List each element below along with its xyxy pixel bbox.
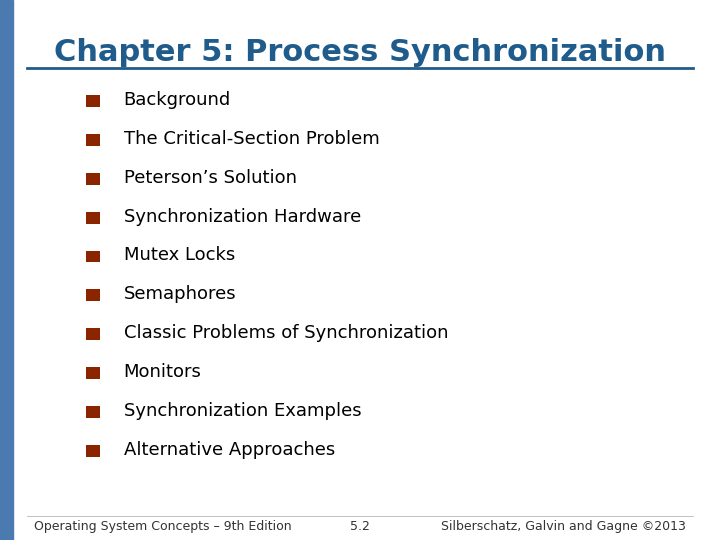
FancyBboxPatch shape	[86, 406, 100, 418]
Text: Alternative Approaches: Alternative Approaches	[124, 441, 335, 459]
Text: Operating System Concepts – 9th Edition: Operating System Concepts – 9th Edition	[34, 520, 292, 533]
FancyBboxPatch shape	[86, 212, 100, 224]
Text: Background: Background	[124, 91, 231, 109]
Text: Synchronization Hardware: Synchronization Hardware	[124, 207, 361, 226]
FancyBboxPatch shape	[86, 367, 100, 379]
FancyBboxPatch shape	[86, 289, 100, 301]
Text: Semaphores: Semaphores	[124, 285, 236, 303]
Text: 5.2: 5.2	[350, 520, 370, 533]
Text: Synchronization Examples: Synchronization Examples	[124, 402, 361, 420]
Text: Classic Problems of Synchronization: Classic Problems of Synchronization	[124, 324, 448, 342]
Text: Silberschatz, Galvin and Gagne ©2013: Silberschatz, Galvin and Gagne ©2013	[441, 520, 686, 533]
FancyBboxPatch shape	[86, 173, 100, 185]
Text: Peterson’s Solution: Peterson’s Solution	[124, 168, 297, 187]
FancyBboxPatch shape	[86, 328, 100, 340]
Text: Mutex Locks: Mutex Locks	[124, 246, 235, 265]
Text: Monitors: Monitors	[124, 363, 202, 381]
FancyBboxPatch shape	[86, 95, 100, 107]
FancyBboxPatch shape	[86, 251, 100, 262]
FancyBboxPatch shape	[86, 134, 100, 146]
FancyBboxPatch shape	[86, 445, 100, 457]
Text: The Critical-Section Problem: The Critical-Section Problem	[124, 130, 379, 148]
Text: Chapter 5: Process Synchronization: Chapter 5: Process Synchronization	[54, 38, 666, 67]
